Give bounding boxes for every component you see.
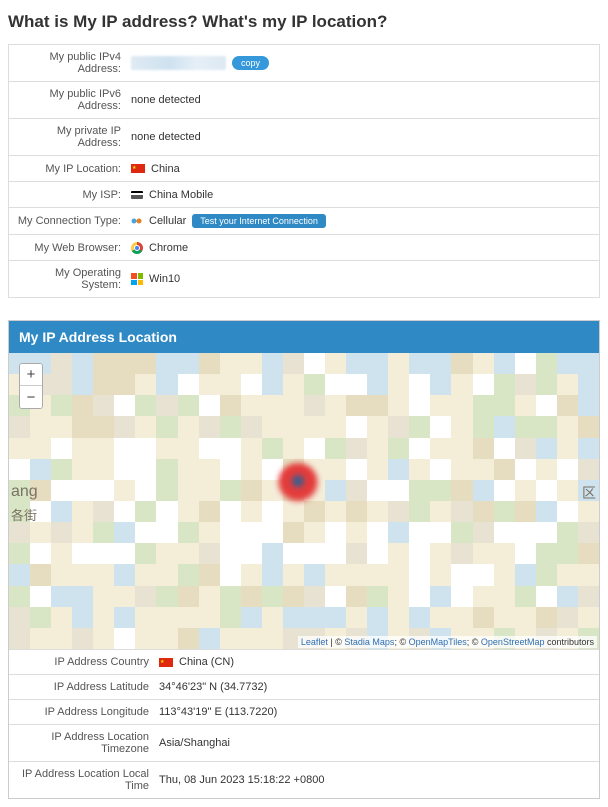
- copy-button[interactable]: copy: [232, 56, 269, 71]
- openmaptiles-link[interactable]: OpenMapTiles: [409, 637, 467, 647]
- ip-info-table: My public IPv4 Address: copy My public I…: [8, 44, 600, 298]
- label-connection: My Connection Type:: [9, 209, 127, 233]
- cellular-icon: [131, 215, 143, 227]
- chrome-icon: [131, 242, 143, 254]
- flag-cn-icon: ★: [131, 164, 145, 173]
- value-isp: China Mobile: [149, 189, 213, 201]
- value-longitude: 113°43'19" E (113.7220): [155, 700, 599, 724]
- value-connection: Cellular: [149, 215, 186, 227]
- page-title: What is My IP address? What's my IP loca…: [8, 12, 600, 32]
- label-private-ip: My private IP Address:: [9, 119, 127, 155]
- row-longitude: IP Address Longitude 113°43'19" E (113.7…: [9, 699, 599, 724]
- label-ipv6: My public IPv6 Address:: [9, 82, 127, 118]
- zoom-out-button[interactable]: −: [20, 386, 42, 408]
- map-label-2: 各街: [11, 505, 37, 524]
- value-latitude: 34°46'23" N (34.7732): [155, 675, 599, 699]
- value-browser: Chrome: [149, 242, 188, 254]
- test-connection-button[interactable]: Test your Internet Connection: [192, 214, 326, 228]
- zoom-in-button[interactable]: +: [20, 364, 42, 386]
- map-pin-icon: [278, 463, 318, 503]
- label-location: My IP Location:: [9, 157, 127, 181]
- location-table: IP Address Country ★ China (CN) IP Addre…: [9, 649, 599, 798]
- row-browser: My Web Browser: Chrome: [9, 235, 599, 261]
- row-os: My Operating System: Win10: [9, 261, 599, 297]
- row-isp: My ISP: China Mobile: [9, 182, 599, 208]
- label-latitude: IP Address Latitude: [9, 675, 155, 699]
- zoom-control: + −: [19, 363, 43, 409]
- row-connection: My Connection Type: Cellular Test your I…: [9, 208, 599, 235]
- map-area[interactable]: ang 各街 区 + − Leaflet | © Stadia Maps; © …: [9, 353, 599, 649]
- map-attribution: Leaflet | © Stadia Maps; © OpenMapTiles;…: [298, 636, 597, 648]
- map-label-3: 区: [582, 483, 596, 503]
- row-private-ip: My private IP Address: none detected: [9, 119, 599, 156]
- row-ipv4: My public IPv4 Address: copy: [9, 45, 599, 82]
- row-latitude: IP Address Latitude 34°46'23" N (34.7732…: [9, 674, 599, 699]
- windows-icon: [131, 273, 143, 285]
- flag-cn-icon: ★: [159, 658, 173, 667]
- stadia-link[interactable]: Stadia Maps: [344, 637, 394, 647]
- row-localtime: IP Address Location Local Time Thu, 08 J…: [9, 761, 599, 798]
- map-label-1: ang: [11, 483, 38, 501]
- label-localtime: IP Address Location Local Time: [9, 762, 155, 798]
- osm-link[interactable]: OpenStreetMap: [481, 637, 545, 647]
- label-os: My Operating System:: [9, 261, 127, 297]
- row-timezone: IP Address Location Timezone Asia/Shangh…: [9, 724, 599, 761]
- map-header: My IP Address Location: [9, 321, 599, 353]
- row-ipv6: My public IPv6 Address: none detected: [9, 82, 599, 119]
- label-country: IP Address Country: [9, 650, 155, 674]
- value-localtime: Thu, 08 Jun 2023 15:18:22 +0800: [155, 768, 599, 792]
- label-longitude: IP Address Longitude: [9, 700, 155, 724]
- row-country: IP Address Country ★ China (CN): [9, 649, 599, 674]
- leaflet-link[interactable]: Leaflet: [301, 637, 328, 647]
- value-private-ip: none detected: [127, 125, 599, 149]
- label-browser: My Web Browser:: [9, 236, 127, 260]
- row-location: My IP Location: ★ China: [9, 156, 599, 182]
- isp-icon: [131, 191, 143, 199]
- label-timezone: IP Address Location Timezone: [9, 725, 155, 761]
- label-ipv4: My public IPv4 Address:: [9, 45, 127, 81]
- label-isp: My ISP:: [9, 183, 127, 207]
- map-panel: My IP Address Location ang 各街 区 + − Leaf…: [8, 320, 600, 799]
- value-timezone: Asia/Shanghai: [155, 731, 599, 755]
- value-country: China (CN): [179, 656, 234, 668]
- value-os: Win10: [149, 273, 180, 285]
- value-location: China: [151, 163, 180, 175]
- value-ipv6: none detected: [127, 88, 599, 112]
- ipv4-value-redacted: [131, 56, 226, 70]
